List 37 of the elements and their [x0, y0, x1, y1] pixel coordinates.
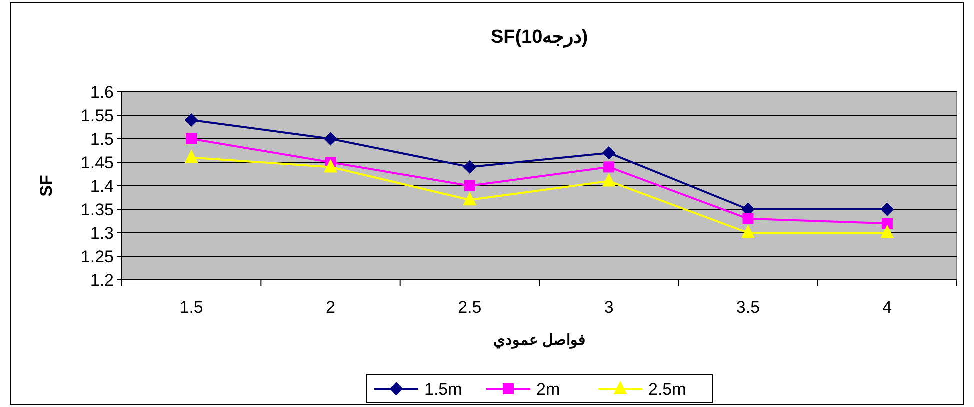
- x-tick-label: 4: [882, 298, 892, 317]
- x-tick-label: 1.5: [180, 298, 204, 317]
- point: [463, 192, 476, 206]
- point: [880, 226, 894, 238]
- y-tick-label: 1.35: [80, 200, 114, 220]
- point: [882, 218, 893, 230]
- point: [742, 226, 755, 238]
- point: [464, 180, 476, 192]
- legend-label: 2.5m: [648, 380, 686, 399]
- y-tick-label: 1.45: [80, 154, 114, 172]
- x-tick-label: 2.5: [458, 298, 482, 317]
- x-tick-label: 3.5: [736, 298, 760, 317]
- y-tick-label: 1.5: [90, 130, 114, 149]
- point: [186, 134, 198, 144]
- point: [463, 160, 476, 174]
- point: [604, 162, 615, 173]
- y-tick-label: 1.3: [90, 224, 114, 243]
- y-tick-label: 1.55: [80, 106, 114, 126]
- point: [602, 174, 616, 187]
- point: [742, 213, 754, 224]
- point: [185, 114, 198, 127]
- y-tick-label: 1.2: [90, 271, 114, 290]
- point: [324, 160, 338, 173]
- y-tick-label: 1.6: [90, 83, 114, 102]
- legend-label: 2m: [536, 380, 560, 399]
- point: [602, 146, 616, 160]
- x-axis-title: فواصل عمودي: [493, 332, 586, 350]
- chart-title: SF(10درجه): [490, 27, 588, 48]
- y-axis-title: SF: [37, 175, 56, 197]
- y-tick-label: 1.4: [90, 177, 114, 196]
- legend-label: 1.5m: [424, 380, 462, 399]
- x-tick-label: 2: [326, 298, 336, 317]
- x-tick-label: 3: [604, 298, 614, 317]
- point: [185, 150, 198, 164]
- point: [324, 132, 338, 146]
- y-tick-label: 1.25: [80, 248, 114, 266]
- point: [880, 203, 894, 216]
